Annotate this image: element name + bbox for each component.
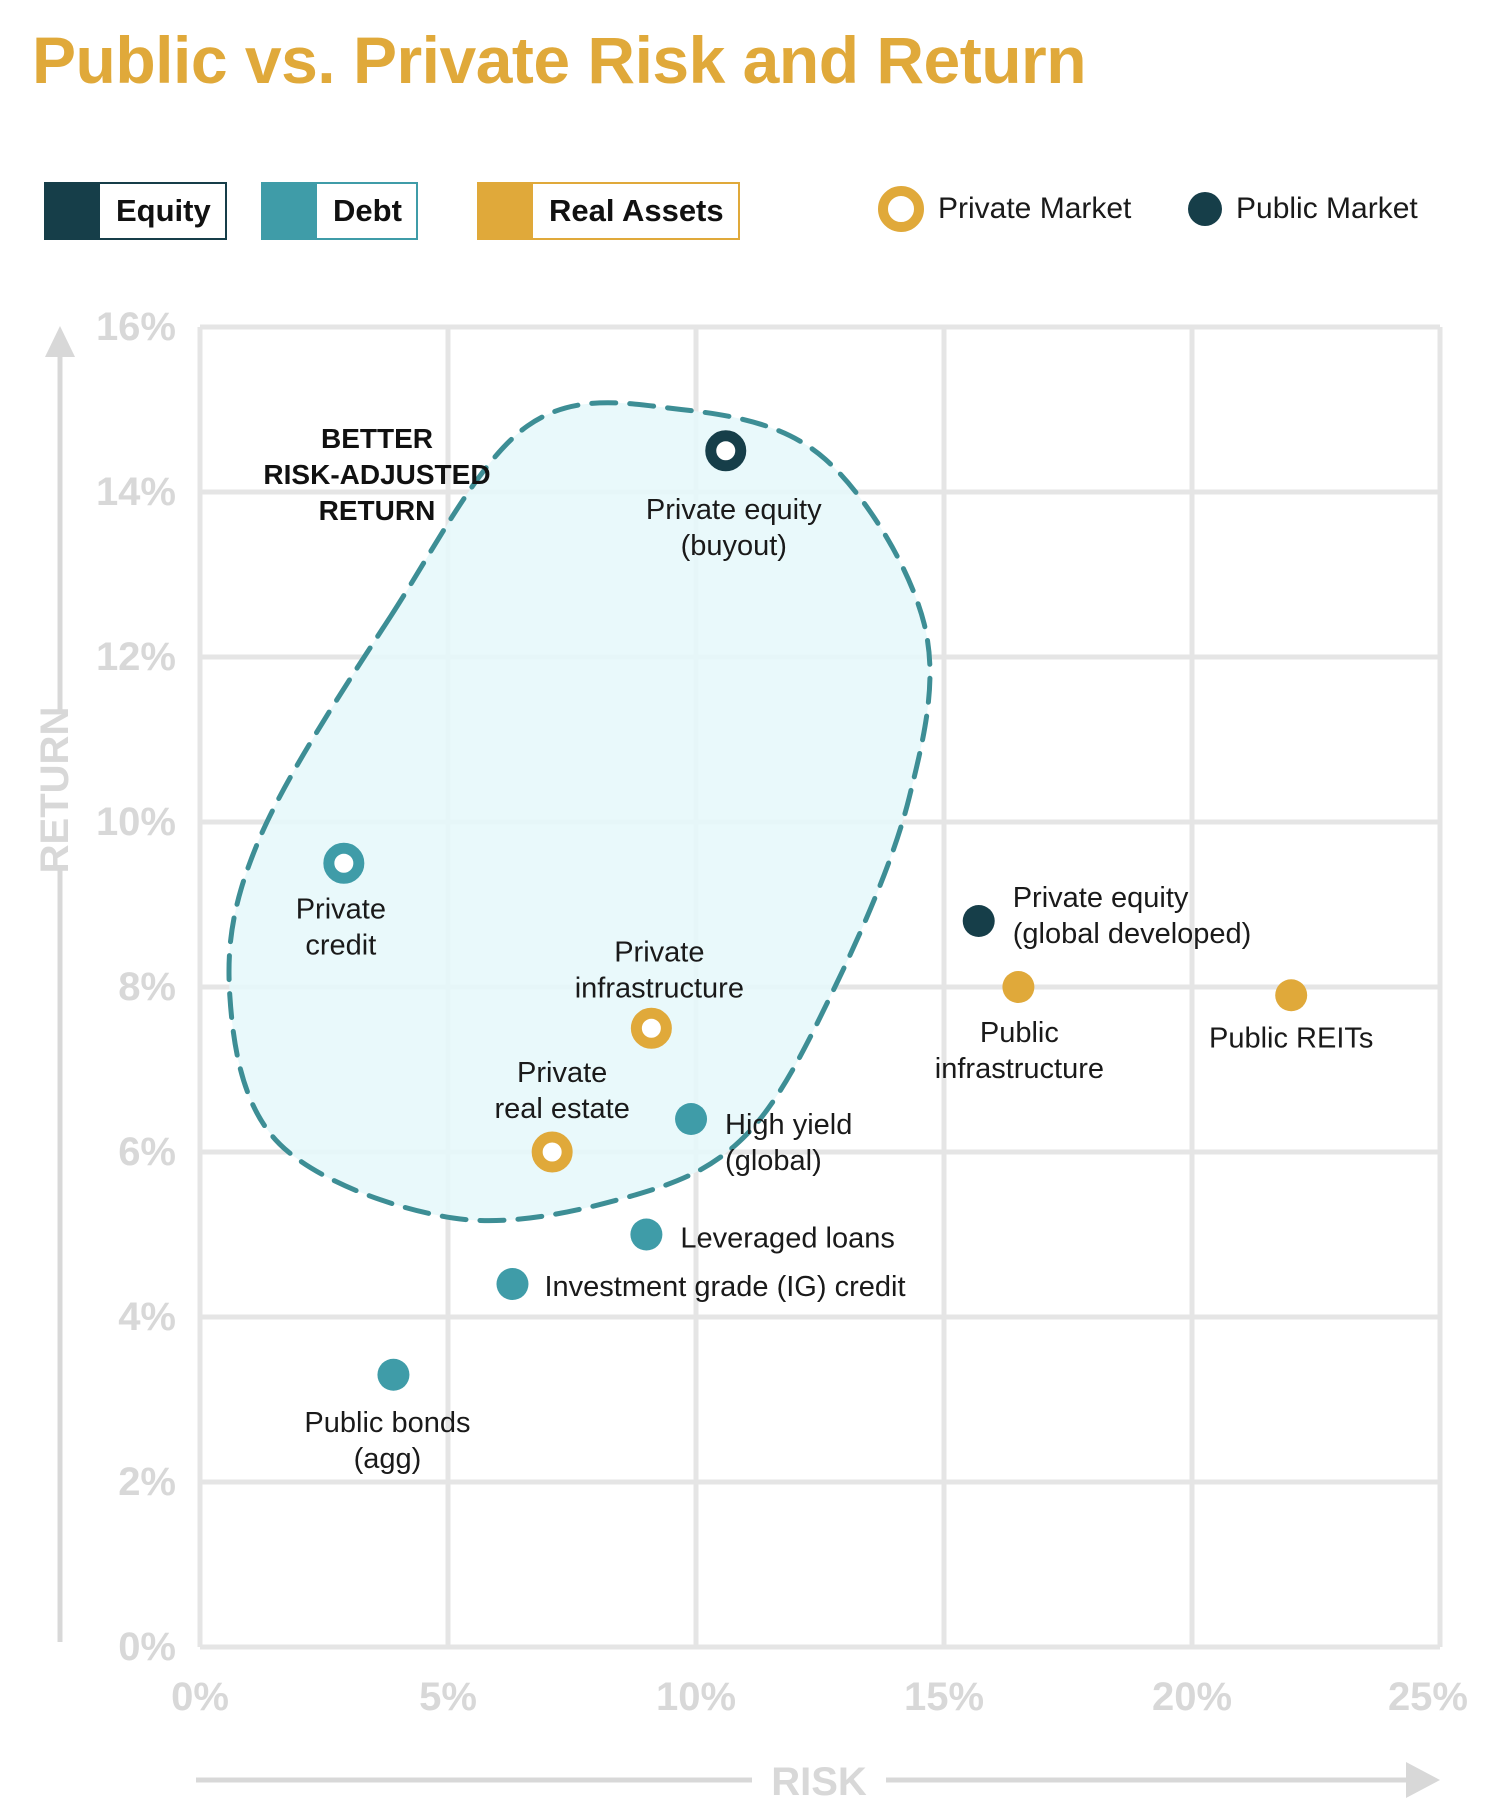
point-private-equity-global-developed [962,905,995,937]
label-high-yield-global: (global) [725,1145,822,1177]
label-private-real-estate: Private [517,1057,607,1089]
label-private-infrastructure: Private [614,936,704,968]
label-private-real-estate: real estate [494,1093,629,1125]
point-private-infrastructure [630,1007,672,1049]
axes: 0% 2% 4% 6% 8% 10% 12% 14% 16% 0% 5% 10% 15% 20% 25% RE… [33,305,1468,1804]
legend-private-market: Private Market [878,186,1131,232]
x-axis-arrow-icon [1406,1762,1440,1798]
point-labels: Private equity (buyout) Private credit Priva… [296,494,1374,1475]
label-private-credit: credit [305,929,376,961]
x-tick-label: 5% [419,1675,477,1719]
y-tick-label: 2% [118,1460,176,1504]
y-tick-label: 14% [96,470,176,514]
label-private-equity-buyout: Private equity [646,494,822,526]
label-public-infrastructure: Public [980,1017,1059,1049]
label-private-infrastructure: infrastructure [575,972,744,1004]
y-tick-label: 8% [118,965,176,1009]
y-tick-label: 16% [96,305,176,349]
region-label-line: BETTER [321,423,433,454]
data-points [323,430,1308,1391]
ring-marker-icon [878,186,924,232]
point-public-infrastructure [1002,971,1035,1003]
label-public-bonds-agg: Public bonds [304,1407,470,1439]
y-tick-label: 4% [118,1295,176,1339]
point-public-reits [1275,979,1308,1012]
legend-real-assets: Real Assets [477,182,740,240]
x-tick-label: 10% [656,1675,736,1719]
label-public-reits: Public REITs [1209,1022,1373,1054]
legend-equity-label: Equity [116,193,211,228]
legend-private-market-label: Private Market [938,192,1132,225]
y-tick-label: 0% [118,1625,176,1669]
legend-public-market: Public Market [1188,186,1418,232]
debt-swatch [263,184,317,238]
legend-public-market-label: Public Market [1236,192,1418,225]
label-investment-grade-ig-credit: Investment grade (IG) credit [544,1271,905,1303]
region-label-line: RISK-ADJUSTED [263,459,490,490]
x-tick-label: 15% [904,1675,984,1719]
x-tick-label: 0% [171,1675,229,1719]
y-tick-label: 10% [96,800,176,844]
label-private-equity-buyout: (buyout) [681,530,787,562]
dot-marker-icon [1188,192,1222,226]
point-investment-grade-ig-credit [496,1268,529,1300]
label-private-equity-global-developed: (global developed) [1013,918,1252,950]
x-tick-label: 20% [1152,1675,1232,1719]
region-label: BETTER RISK-ADJUSTED RETURN [263,423,490,526]
label-public-infrastructure: infrastructure [935,1053,1104,1085]
equity-swatch [46,184,100,238]
legend-debt-label: Debt [333,193,402,228]
label-private-equity-global-developed: Private equity [1013,882,1189,914]
label-public-bonds-agg: (agg) [354,1443,422,1475]
label-private-credit: Private [296,893,386,925]
y-axis-label: RETURN [33,707,77,874]
label-leveraged-loans: Leveraged loans [680,1223,894,1255]
point-private-credit [323,842,365,884]
chart-title: Public vs. Private Risk and Return [32,23,1087,97]
y-tick-label: 12% [96,635,176,679]
point-public-bonds-agg [377,1358,410,1391]
point-private-real-estate [531,1131,573,1173]
legend-equity: Equity [44,182,227,240]
better-region-group [226,400,933,1224]
real-assets-swatch [479,184,533,238]
label-high-yield-global: High yield [725,1109,852,1141]
better-risk-adjusted-region [226,400,933,1224]
x-tick-label: 25% [1388,1675,1468,1719]
legend-real-assets-label: Real Assets [549,193,724,228]
point-private-equity-buyout [705,430,747,472]
y-tick-label: 6% [118,1130,176,1174]
y-axis-arrow-icon [45,326,75,357]
region-label-line: RETURN [319,495,436,526]
legend-debt: Debt [261,182,418,240]
point-high-yield-global [675,1103,708,1135]
point-leveraged-loans [630,1218,663,1251]
x-axis-label: RISK [771,1760,867,1804]
